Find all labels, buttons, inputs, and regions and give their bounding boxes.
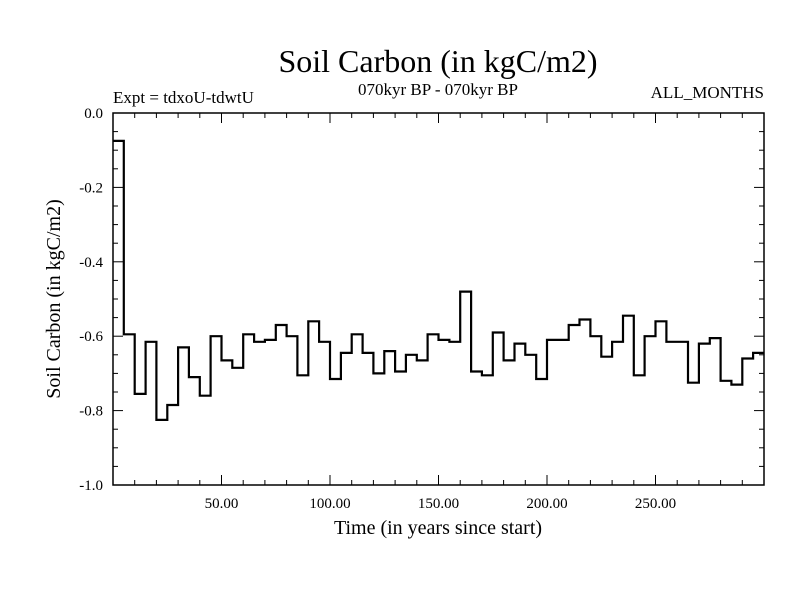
x-axis-label: Time (in years since start) bbox=[334, 517, 542, 539]
y-tick-label: 0.0 bbox=[84, 106, 103, 122]
y-tick-label: -0.2 bbox=[79, 180, 103, 196]
plot-frame bbox=[112, 112, 765, 486]
y-tick-label: -0.6 bbox=[79, 329, 103, 345]
y-tick-label: -0.4 bbox=[79, 255, 103, 271]
y-tick-label: -1.0 bbox=[79, 478, 103, 494]
y-axis-label: Soil Carbon (in kgC/m2) bbox=[43, 199, 65, 398]
x-tick-label: 200.00 bbox=[526, 496, 567, 512]
x-tick-label: 100.00 bbox=[309, 496, 350, 512]
chart-title: Soil Carbon (in kgC/m2) bbox=[278, 43, 597, 79]
x-tick-labels: 50.00 100.00 150.00 200.00 250.00 bbox=[205, 496, 677, 512]
x-tick-label: 250.00 bbox=[635, 496, 676, 512]
y-tick-labels: 0.0 -0.2 -0.4 -0.6 -0.8 -1.0 bbox=[79, 106, 103, 494]
experiment-label: Expt = tdxoU-tdwtU bbox=[113, 88, 254, 107]
series-line-soil-carbon bbox=[113, 139, 764, 421]
axis-ticks bbox=[113, 113, 764, 485]
y-tick-label: -0.8 bbox=[79, 404, 103, 420]
period-label: 070kyr BP - 070kyr BP bbox=[358, 80, 518, 99]
season-label: ALL_MONTHS bbox=[651, 83, 764, 102]
x-tick-label: 150.00 bbox=[418, 496, 459, 512]
x-tick-label: 50.00 bbox=[205, 496, 239, 512]
